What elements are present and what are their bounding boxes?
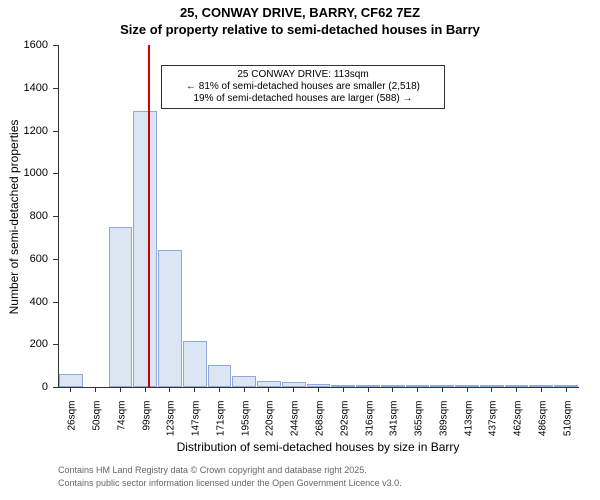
x-tick-mark <box>491 387 492 392</box>
x-tick-label: 195sqm <box>240 401 251 451</box>
chart-container: 25, CONWAY DRIVE, BARRY, CF62 7EZ Size o… <box>0 0 600 500</box>
x-tick-mark <box>417 387 418 392</box>
x-tick-label: 365sqm <box>414 401 425 451</box>
x-tick-label: 244sqm <box>290 401 301 451</box>
x-tick-label: 50sqm <box>92 401 103 451</box>
x-tick-mark <box>343 387 344 392</box>
x-tick-mark <box>293 387 294 392</box>
y-tick-label: 1400 <box>0 82 48 94</box>
y-tick-mark <box>53 302 58 303</box>
footer-line1: Contains HM Land Registry data © Crown c… <box>58 465 367 475</box>
annotation-line1: 25 CONWAY DRIVE: 113sqm <box>168 69 438 81</box>
x-tick-mark <box>244 387 245 392</box>
x-tick-label: 389sqm <box>438 401 449 451</box>
x-tick-mark <box>566 387 567 392</box>
y-tick-label: 1600 <box>0 39 48 51</box>
y-tick-mark <box>53 131 58 132</box>
x-tick-label: 147sqm <box>191 401 202 451</box>
histogram-bar <box>133 111 157 387</box>
x-tick-mark <box>268 387 269 392</box>
y-tick-mark <box>53 88 58 89</box>
annotation-line2: ← 81% of semi-detached houses are smalle… <box>168 81 438 93</box>
y-tick-mark <box>53 216 58 217</box>
x-tick-label: 268sqm <box>315 401 326 451</box>
x-tick-label: 341sqm <box>389 401 400 451</box>
y-tick-label: 1000 <box>0 167 48 179</box>
x-tick-mark <box>392 387 393 392</box>
y-tick-mark <box>53 259 58 260</box>
x-tick-mark <box>120 387 121 392</box>
x-tick-label: 486sqm <box>537 401 548 451</box>
histogram-bar <box>232 376 256 387</box>
x-tick-mark <box>467 387 468 392</box>
x-tick-mark <box>194 387 195 392</box>
plot-area: 25 CONWAY DRIVE: 113sqm← 81% of semi-det… <box>58 45 579 388</box>
x-tick-label: 437sqm <box>488 401 499 451</box>
y-tick-label: 200 <box>0 338 48 350</box>
chart-title-line2: Size of property relative to semi-detach… <box>0 22 600 37</box>
x-tick-label: 510sqm <box>562 401 573 451</box>
reference-line <box>148 45 150 387</box>
x-tick-label: 292sqm <box>339 401 350 451</box>
annotation-box: 25 CONWAY DRIVE: 113sqm← 81% of semi-det… <box>161 65 445 109</box>
y-tick-mark <box>53 173 58 174</box>
x-tick-mark <box>169 387 170 392</box>
y-tick-label: 1200 <box>0 125 48 137</box>
y-tick-label: 0 <box>0 381 48 393</box>
x-tick-mark <box>541 387 542 392</box>
x-tick-mark <box>70 387 71 392</box>
histogram-bar <box>183 341 207 387</box>
x-tick-label: 220sqm <box>265 401 276 451</box>
y-tick-mark <box>53 45 58 46</box>
histogram-bar <box>59 374 83 387</box>
x-tick-label: 99sqm <box>141 401 152 451</box>
x-tick-mark <box>516 387 517 392</box>
x-tick-label: 462sqm <box>513 401 524 451</box>
histogram-bar <box>208 365 232 387</box>
histogram-bar <box>109 227 133 387</box>
x-tick-mark <box>318 387 319 392</box>
x-tick-mark <box>95 387 96 392</box>
annotation-line3: 19% of semi-detached houses are larger (… <box>168 93 438 105</box>
x-tick-mark <box>219 387 220 392</box>
x-tick-label: 171sqm <box>215 401 226 451</box>
x-tick-label: 316sqm <box>364 401 375 451</box>
y-tick-label: 800 <box>0 210 48 222</box>
x-tick-mark <box>442 387 443 392</box>
x-tick-mark <box>368 387 369 392</box>
y-tick-mark <box>53 344 58 345</box>
x-tick-label: 74sqm <box>116 401 127 451</box>
x-tick-label: 123sqm <box>166 401 177 451</box>
histogram-bar <box>158 250 182 387</box>
y-tick-label: 600 <box>0 253 48 265</box>
y-tick-label: 400 <box>0 296 48 308</box>
x-tick-label: 26sqm <box>67 401 78 451</box>
chart-title-line1: 25, CONWAY DRIVE, BARRY, CF62 7EZ <box>0 5 600 20</box>
footer-line2: Contains public sector information licen… <box>58 478 402 488</box>
x-tick-mark <box>145 387 146 392</box>
y-tick-mark <box>53 387 58 388</box>
x-tick-label: 413sqm <box>463 401 474 451</box>
